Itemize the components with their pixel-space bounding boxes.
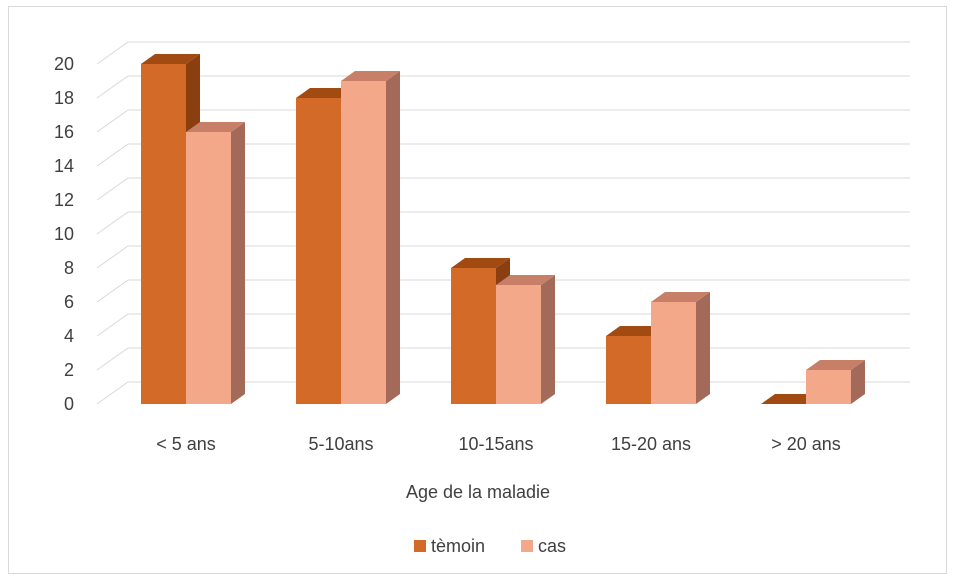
x-axis-title: Age de la maladie	[406, 482, 550, 502]
bar-front-1-2	[496, 285, 541, 404]
bar-side-1-0	[231, 122, 245, 404]
grid-wall-line-4	[96, 245, 129, 269]
bar-top-1-1	[341, 71, 400, 81]
grid-wall-line-5	[96, 211, 129, 235]
bar-cas-2	[496, 275, 555, 404]
bar-front-0-1	[296, 98, 341, 404]
bar-top-1-2	[496, 275, 555, 285]
legend-label-1: cas	[538, 536, 566, 556]
grid-wall-line-9	[96, 75, 129, 99]
y-tick-label-2: 4	[64, 326, 74, 346]
gridlines	[96, 41, 910, 405]
legend-swatch-1	[521, 540, 533, 552]
grid-wall-line-10	[96, 41, 129, 65]
bar-side-1-2	[541, 275, 555, 404]
grid-wall-line-0	[96, 381, 129, 405]
grid-wall-line-8	[96, 109, 129, 133]
bar-front-1-1	[341, 81, 386, 404]
bar-front-0-2	[451, 268, 496, 404]
legend-item-1: cas	[521, 536, 566, 556]
y-tick-label-10: 20	[54, 54, 74, 74]
bar-cas-0	[186, 122, 245, 404]
x-axis-ticks: < 5 ans 5-10ans 10-15ans 15-20 ans > 20 ans	[156, 434, 841, 454]
x-tick-label-0: < 5 ans	[156, 434, 216, 454]
legend-item-0: tèmoin	[414, 536, 485, 556]
y-tick-label-9: 18	[54, 88, 74, 108]
bar-cas-4	[806, 360, 865, 404]
legend-label-0: tèmoin	[431, 536, 485, 556]
bar-top-0-4	[761, 394, 820, 404]
y-tick-label-3: 6	[64, 292, 74, 312]
y-tick-label-6: 12	[54, 190, 74, 210]
y-tick-label-5: 10	[54, 224, 74, 244]
bars	[141, 54, 865, 404]
bar-top-1-0	[186, 122, 245, 132]
bar-top-0-1	[296, 88, 355, 98]
x-tick-label-1: 5-10ans	[308, 434, 373, 454]
grid-wall-line-2	[96, 313, 129, 337]
y-tick-label-8: 16	[54, 122, 74, 142]
bar-top-0-3	[606, 326, 665, 336]
y-axis-ticks: 0 2 4 6 8 10 12 14 16 18 20	[54, 54, 74, 414]
bar-top-1-4	[806, 360, 865, 370]
x-tick-label-3: 15-20 ans	[611, 434, 691, 454]
grid-wall-line-6	[96, 177, 129, 201]
y-tick-label-7: 14	[54, 156, 74, 176]
bar-side-1-1	[386, 71, 400, 404]
grid-wall-line-1	[96, 347, 129, 371]
grid-wall-line-3	[96, 279, 129, 303]
bar-side-1-3	[696, 292, 710, 404]
legend-swatch-0	[414, 540, 426, 552]
bar-side-1-4	[851, 360, 865, 404]
bar-top-0-0	[141, 54, 200, 64]
legend: tèmoin cas	[414, 536, 566, 556]
y-tick-label-4: 8	[64, 258, 74, 278]
bar-cas-3	[651, 292, 710, 404]
bar-front-1-3	[651, 302, 696, 404]
bar-top-1-3	[651, 292, 710, 302]
bar-front-1-4	[806, 370, 851, 404]
y-tick-label-0: 0	[64, 394, 74, 414]
grid-wall-line-7	[96, 143, 129, 167]
bar-cas-1	[341, 71, 400, 404]
x-tick-label-4: > 20 ans	[771, 434, 841, 454]
bar-front-0-0	[141, 64, 186, 404]
x-tick-label-2: 10-15ans	[458, 434, 533, 454]
y-tick-label-1: 2	[64, 360, 74, 380]
bar-front-1-0	[186, 132, 231, 404]
bar-tèmoin-4	[761, 394, 820, 404]
bar-top-0-2	[451, 258, 510, 268]
bar-front-0-3	[606, 336, 651, 404]
